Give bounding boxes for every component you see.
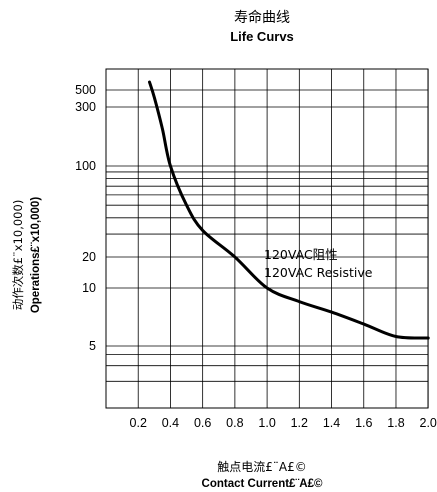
life-curve-line bbox=[147, 80, 430, 340]
series-group bbox=[147, 80, 430, 340]
x-tick-label: 1.2 bbox=[291, 416, 308, 430]
x-tick-label: 0.8 bbox=[226, 416, 243, 430]
y-tick-label: 300 bbox=[75, 100, 96, 114]
y-axis-label-cn: 动作次数£¨x10,000) bbox=[11, 200, 25, 311]
y-tick-label: 500 bbox=[75, 83, 96, 97]
x-tick-label: 1.0 bbox=[258, 416, 275, 430]
y-tick-label: 100 bbox=[75, 159, 96, 173]
x-tick-label: 1.8 bbox=[387, 416, 404, 430]
annotation-line-1: 120VAC阻性 bbox=[264, 247, 338, 262]
x-tick-label: 0.2 bbox=[130, 416, 147, 430]
grid bbox=[105, 68, 429, 409]
y-tick-label: 10 bbox=[82, 281, 96, 295]
chart-subtitle: Life Curvs bbox=[230, 29, 294, 44]
x-tick-label: 1.4 bbox=[323, 416, 340, 430]
y-tick-label: 20 bbox=[82, 250, 96, 264]
x-tick-label: 0.4 bbox=[162, 416, 179, 430]
y-axis-label-en: Operations£¨x10,000) bbox=[30, 197, 42, 314]
x-tick-label: 2.0 bbox=[420, 416, 437, 430]
x-tick-label: 1.6 bbox=[355, 416, 372, 430]
x-axis-label-en: Contact Current£¨A£© bbox=[202, 478, 323, 490]
chart-title: 寿命曲线 bbox=[234, 9, 290, 26]
annotation-line-2: 120VAC Resistive bbox=[264, 265, 373, 280]
y-tick-label: 5 bbox=[89, 339, 96, 353]
x-axis-label-cn: 触点电流£¨A£© bbox=[217, 460, 306, 474]
x-tick-labels: 0.2 0.4 0.6 0.8 1.0 1.2 1.4 1.6 1.8 2.0 bbox=[130, 416, 437, 430]
y-tick-labels: 500 300 100 20 10 5 bbox=[75, 83, 96, 353]
x-tick-label: 0.6 bbox=[194, 416, 211, 430]
